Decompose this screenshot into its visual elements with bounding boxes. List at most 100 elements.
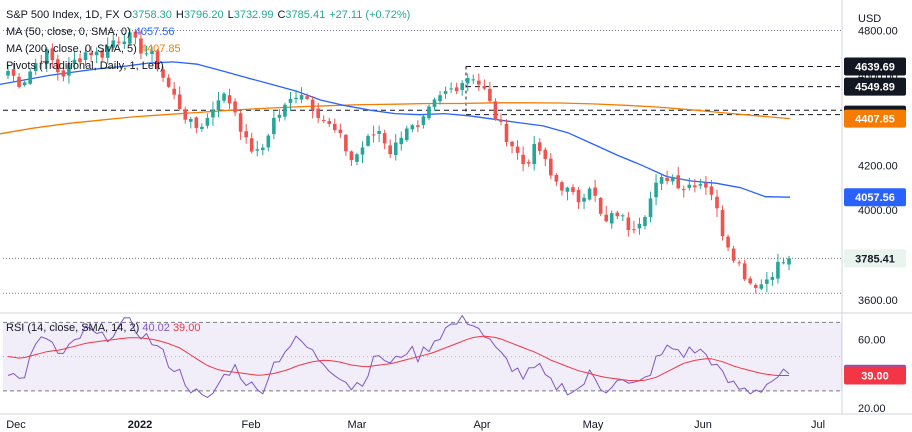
rsi-line [7,315,790,398]
candle-body-30 [172,88,176,95]
candle-body-13 [78,58,82,63]
candle-body-100 [560,182,564,191]
rsi-value: 40.02 [142,322,170,334]
grid-lines [0,0,912,415]
candle-body-31 [177,94,182,109]
candle-body-123 [687,184,692,188]
candle-body-95 [532,143,537,165]
candle-body-0 [6,71,10,76]
low-value: 3732.99 [233,9,274,21]
ohlc-row: S&P 500 Index, 1D, FX O3758.30 H3796.20 L37… [6,7,414,24]
candle-body-63 [355,154,359,162]
candle-body-105 [587,188,592,200]
candle-body-86 [482,86,487,89]
ma50-value: 4057.56 [134,26,175,38]
candle-body-134 [748,278,753,284]
candle-body-124 [693,185,697,188]
rsi-panel [3,321,842,392]
candle-body-90 [504,123,509,143]
candle-body-51 [288,98,293,103]
pivots-label: Pivots (Traditional, Daily, 1, Left) [6,60,164,72]
candle-body-106 [593,187,597,196]
candle-body-64 [360,147,365,155]
candle-body-91 [510,141,514,147]
last-price-badge-bg [844,249,906,268]
candle-body-107 [598,198,603,214]
price-tick-3600: 3600.00 [858,295,898,307]
candle-body-109 [609,213,614,224]
candle-body-115 [643,217,647,227]
candle-body-25 [144,53,149,55]
ma50-label: MA (50, close, 0, SMA, 0) [6,26,131,38]
candle-body-74 [416,125,420,127]
candle-body-32 [183,109,188,120]
candle-body-15 [89,52,93,56]
candle-body-137 [765,279,769,284]
rsi-sma-value: 39.00 [172,322,201,334]
candle-body-108 [604,214,609,222]
candle-body-27 [155,50,160,70]
price-axis-unit: USD [858,13,881,25]
candle-body-136 [759,284,764,289]
candle-body-72 [405,128,409,141]
candle-body-88 [493,101,498,120]
candle-body-75 [421,116,426,125]
candle-body-119 [665,177,669,181]
candle-body-73 [410,125,415,130]
chart-legend: S&P 500 Index, 1D, FX O3758.30 H3796.20 L37… [6,7,414,75]
candle-body-49 [277,114,282,118]
candle-body-20 [116,41,121,43]
candle-body-82 [460,83,464,90]
price-tick-4200: 4200.00 [858,160,898,172]
candle-body-47 [266,135,271,148]
candle-body-19 [111,40,116,48]
ma200-series [0,102,791,135]
ma50-badge-text: 4057.56 [855,192,895,204]
candle-body-50 [283,104,287,117]
symbol-label: S&P 500 Index, 1D, FX [6,9,120,21]
candle-body-79 [443,91,448,94]
high-value: 3796.20 [183,9,224,21]
candle-body-1 [11,69,16,76]
candle-body-118 [659,177,664,184]
candle-body-138 [770,276,775,280]
candle-body-34 [194,117,199,128]
candle-body-42 [238,113,243,132]
candle-body-103 [576,189,581,203]
candle-body-141 [787,258,791,265]
candle-body-48 [272,117,276,135]
candle-body-46 [260,147,265,150]
candle-body-18 [105,46,110,58]
candle-body-66 [371,134,376,136]
candle-body-70 [393,142,398,156]
price-tick-4800: 4800.00 [858,26,898,38]
candle-body-39 [222,93,226,101]
candle-body-87 [488,88,492,101]
ma50-badge-bg [844,188,906,207]
ma200-row: MA (200, close, 0, SMA, 5) 4407.85 [6,41,414,58]
candle-body-116 [648,198,653,218]
candle-body-97 [543,149,548,159]
candle-body-133 [742,263,747,280]
candle-body-33 [188,119,193,122]
candle-body-55 [310,99,315,110]
candle-body-53 [299,95,304,100]
pivot-badge-2-text: 4549.89 [855,82,895,94]
candle-body-36 [205,118,210,126]
candle-body-102 [571,187,575,192]
low-label: L [227,9,234,21]
candle-body-129 [720,210,725,237]
rsi-sma-line [7,335,789,382]
candle-body-45 [255,149,260,151]
candle-body-83 [465,77,470,84]
price-badges: 4639.694549.894425.184407.854057.563785.… [844,57,906,385]
candle-body-85 [477,80,481,85]
time-label-2022: 2022 [128,419,152,431]
rsi-sma-badge-bg [844,366,906,385]
candle-body-28 [161,69,165,78]
candle-body-11 [67,64,71,76]
candle-body-9 [56,59,60,73]
open-value: 3758.30 [132,9,172,21]
time-label-may: May [583,419,604,431]
